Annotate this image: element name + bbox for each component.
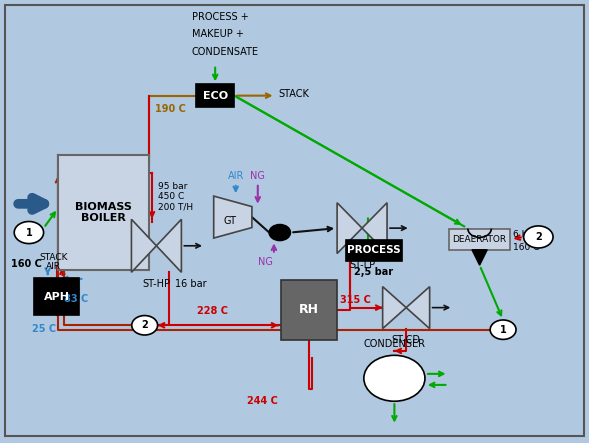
FancyBboxPatch shape: [35, 278, 78, 315]
Text: CONDENSER: CONDENSER: [363, 339, 425, 349]
Polygon shape: [157, 219, 181, 272]
Text: ST-HP: ST-HP: [143, 279, 170, 289]
Text: 6 bar: 6 bar: [514, 230, 537, 239]
Text: 1: 1: [499, 325, 507, 335]
FancyBboxPatch shape: [346, 240, 402, 261]
FancyBboxPatch shape: [196, 84, 234, 107]
Text: PROCESS +: PROCESS +: [191, 12, 249, 22]
Polygon shape: [337, 203, 362, 253]
Text: 190 C: 190 C: [155, 105, 186, 114]
Polygon shape: [214, 196, 252, 238]
Circle shape: [364, 355, 425, 401]
Circle shape: [524, 226, 553, 248]
FancyBboxPatch shape: [58, 155, 149, 270]
Text: AIR: AIR: [46, 262, 61, 271]
Text: 95 bar
450 C
200 T/H: 95 bar 450 C 200 T/H: [158, 182, 193, 212]
FancyBboxPatch shape: [449, 229, 511, 250]
Polygon shape: [406, 287, 429, 329]
Text: STACK: STACK: [39, 253, 68, 262]
Text: 2: 2: [535, 232, 542, 242]
Text: PROCESS: PROCESS: [347, 245, 401, 255]
Text: BIOMASS
BOILER: BIOMASS BOILER: [75, 202, 132, 223]
Polygon shape: [362, 203, 387, 253]
Text: GT: GT: [223, 217, 236, 226]
Text: 2: 2: [141, 320, 148, 330]
Text: APH: APH: [44, 291, 70, 302]
Circle shape: [490, 320, 516, 339]
Text: MAKEUP +: MAKEUP +: [191, 29, 243, 39]
Text: CONDENSATE: CONDENSATE: [191, 47, 259, 57]
FancyBboxPatch shape: [282, 280, 337, 340]
Text: 244 C: 244 C: [247, 396, 277, 406]
Text: NG: NG: [250, 171, 265, 181]
Text: 16 bar: 16 bar: [175, 279, 206, 289]
Text: AIR: AIR: [227, 171, 244, 181]
Text: 160 C: 160 C: [514, 244, 540, 253]
Text: DEAERATOR: DEAERATOR: [452, 235, 507, 244]
Polygon shape: [131, 219, 157, 272]
Circle shape: [132, 315, 158, 335]
Circle shape: [14, 222, 44, 244]
Polygon shape: [472, 250, 487, 265]
Text: ECO: ECO: [203, 91, 228, 101]
Text: ST-LP: ST-LP: [349, 260, 375, 270]
Text: 25 C: 25 C: [32, 324, 55, 334]
Text: ST-CD: ST-CD: [392, 335, 421, 345]
Polygon shape: [383, 287, 406, 329]
Circle shape: [269, 225, 290, 241]
Text: 83 C: 83 C: [64, 294, 88, 304]
Text: 160 C: 160 C: [11, 259, 41, 269]
Text: 315 C: 315 C: [340, 295, 371, 305]
Text: RH: RH: [299, 303, 319, 316]
Text: 228 C: 228 C: [197, 307, 229, 316]
Text: NG: NG: [257, 257, 273, 267]
Text: 1: 1: [25, 228, 32, 237]
Text: STACK: STACK: [279, 89, 309, 99]
Text: 2,5 bar: 2,5 bar: [354, 268, 393, 277]
